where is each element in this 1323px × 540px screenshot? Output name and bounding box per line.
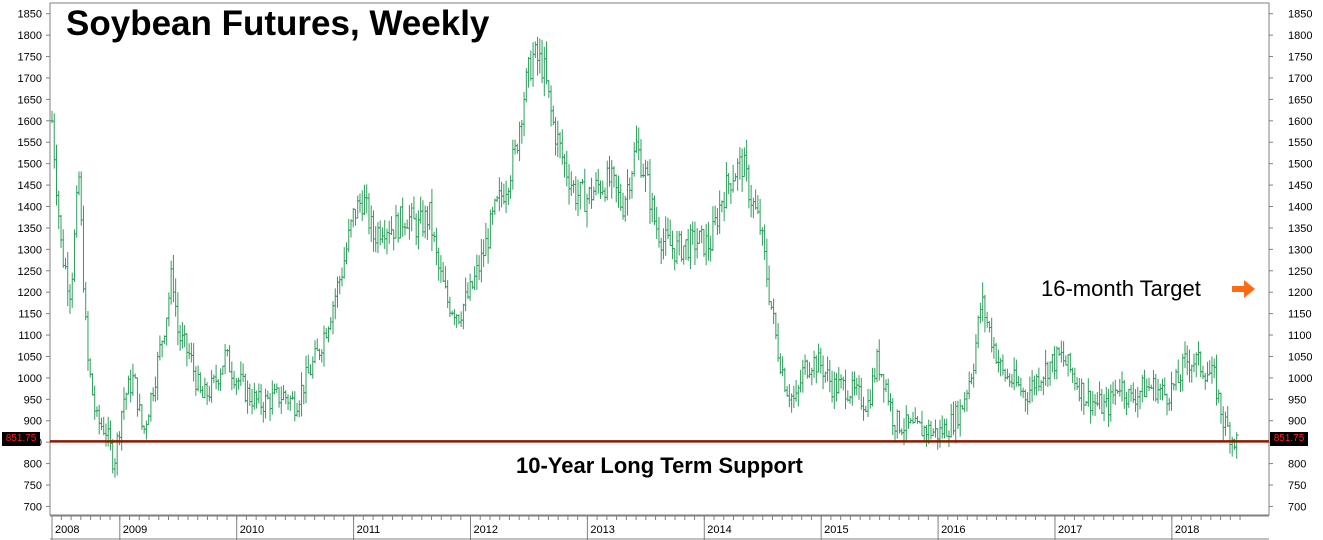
y-tick-label-left: 1550 [18, 137, 42, 149]
y-tick-label-right: 750 [1288, 480, 1306, 492]
y-tick-label-right: 1000 [1288, 373, 1312, 385]
x-tick-label: 2018 [1175, 524, 1199, 536]
y-tick-label-right: 950 [1288, 394, 1306, 406]
target-annotation: 16-month Target [1041, 276, 1201, 301]
y-tick-label-left: 1400 [18, 202, 42, 214]
support-label: 10-Year Long Term Support [516, 453, 803, 478]
last-price-tag-left: 851.75 [2, 432, 40, 446]
y-tick-label-right: 1800 [1288, 30, 1312, 42]
y-tick-label-right: 1250 [1288, 266, 1312, 278]
y-tick-label-left: 800 [24, 459, 42, 471]
x-tick-label: 2013 [590, 524, 614, 536]
y-axis-right: 7007508008509009501000105011001150120012… [1269, 9, 1312, 513]
y-tick-label-left: 1850 [18, 9, 42, 21]
y-tick-label-right: 1200 [1288, 287, 1312, 299]
y-tick-label-left: 1150 [18, 309, 42, 321]
y-tick-label-right: 800 [1288, 459, 1306, 471]
x-tick-label: 2012 [473, 524, 497, 536]
y-tick-label-left: 1350 [18, 223, 42, 235]
y-tick-label-right: 1150 [1288, 309, 1312, 321]
y-tick-label-right: 1050 [1288, 351, 1312, 363]
x-tick-label: 2010 [240, 524, 264, 536]
y-tick-label-right: 1500 [1288, 159, 1312, 171]
y-tick-label-right: 1350 [1288, 223, 1312, 235]
y-tick-label-right: 1300 [1288, 244, 1312, 256]
y-tick-label-left: 1600 [18, 116, 42, 128]
y-tick-label-right: 1400 [1288, 202, 1312, 214]
y-tick-label-left: 1200 [18, 287, 42, 299]
y-tick-label-right: 1700 [1288, 73, 1312, 85]
y-tick-label-left: 1750 [18, 52, 42, 64]
y-tick-label-left: 900 [24, 416, 42, 428]
y-tick-label-left: 1700 [18, 73, 42, 85]
y-tick-label-right: 1100 [1288, 330, 1312, 342]
y-tick-label-left: 1100 [18, 330, 42, 342]
plot-area [49, 2, 1270, 516]
x-tick-label: 2015 [824, 524, 848, 536]
x-tick-label: 2011 [357, 524, 381, 536]
y-tick-label-right: 900 [1288, 416, 1306, 428]
y-tick-label-left: 750 [24, 480, 42, 492]
x-tick-label: 2014 [707, 524, 731, 536]
y-tick-label-left: 1250 [18, 266, 42, 278]
y-tick-label-left: 1450 [18, 180, 42, 192]
y-tick-label-left: 950 [24, 394, 42, 406]
y-tick-label-right: 1850 [1288, 9, 1312, 21]
y-tick-label-left: 1300 [18, 244, 42, 256]
x-tick-label: 2008 [55, 524, 79, 536]
y-tick-label-left: 1000 [18, 373, 42, 385]
price-bars [50, 36, 1239, 478]
x-axis: 2008 2009 2010 2011 2012 2013 2014 2015 2016 2017… [50, 515, 1269, 540]
x-tick-label: 2009 [123, 524, 147, 536]
chart-title: Soybean Futures, Weekly [66, 4, 490, 43]
y-tick-label-right: 1750 [1288, 52, 1312, 64]
y-tick-label-left: 700 [24, 501, 42, 513]
y-tick-label-right: 1450 [1288, 180, 1312, 192]
y-tick-label-left: 1050 [18, 351, 42, 363]
y-tick-label-right: 1650 [1288, 94, 1312, 106]
x-tick-label: 2016 [941, 524, 965, 536]
last-price-tag-right: 851.75 [1270, 432, 1308, 446]
y-tick-label-right: 1550 [1288, 137, 1312, 149]
weekly-bar [1234, 432, 1239, 459]
y-tick-label-left: 1650 [18, 94, 42, 106]
y-tick-label-right: 700 [1288, 501, 1306, 513]
y-tick-label-right: 1600 [1288, 116, 1312, 128]
x-tick-label: 2017 [1058, 524, 1082, 536]
y-tick-label-left: 1800 [18, 30, 42, 42]
y-tick-label-left: 1500 [18, 159, 42, 171]
arrow-right-icon [1232, 280, 1255, 298]
